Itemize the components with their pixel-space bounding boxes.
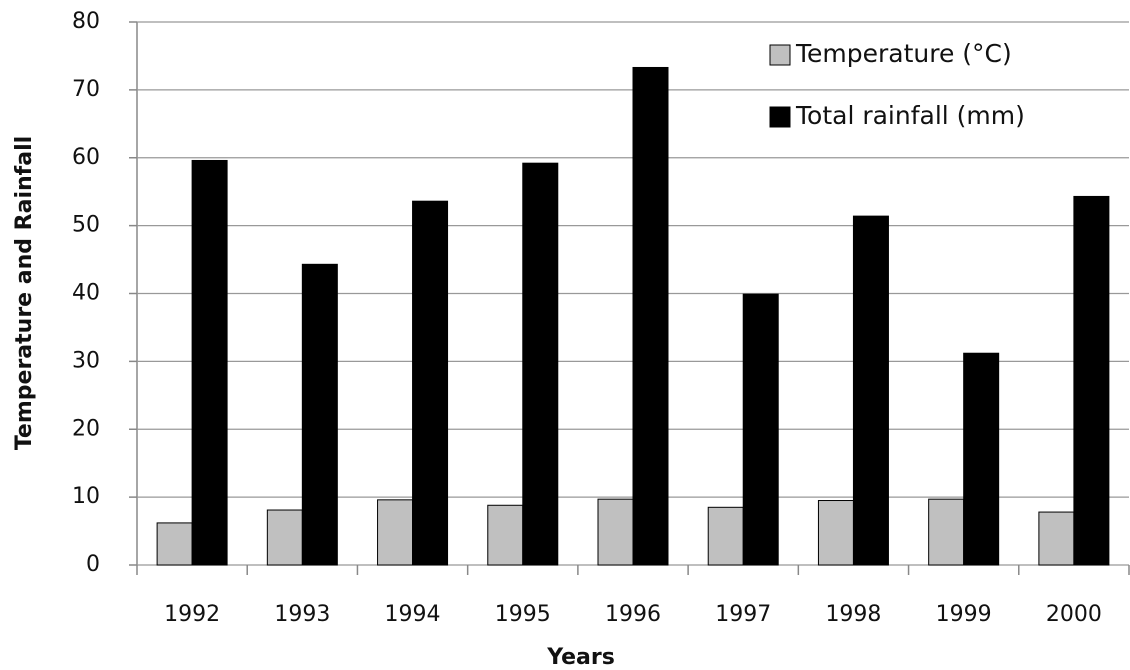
bar	[632, 66, 669, 566]
bar	[707, 506, 744, 566]
x-tick-label: 1993	[274, 602, 330, 627]
bar	[301, 263, 338, 566]
bar	[852, 215, 889, 566]
y-tick-label: 60	[72, 145, 100, 170]
bar	[266, 509, 303, 566]
y-tick-label: 80	[72, 9, 100, 34]
y-tick-label: 70	[72, 77, 100, 102]
x-tick-label: 1995	[495, 602, 551, 627]
bar	[963, 352, 1000, 566]
y-axis-title: Temperature and Rainfall	[12, 136, 37, 450]
bar	[1073, 195, 1110, 566]
y-tick-label: 30	[72, 348, 100, 373]
bar	[377, 499, 414, 566]
bar	[597, 498, 634, 566]
bar	[742, 293, 779, 566]
bar	[1038, 511, 1075, 566]
y-tick-label: 10	[72, 484, 100, 509]
x-tick-label: 1994	[385, 602, 441, 627]
bar	[487, 504, 524, 566]
y-tick-label: 20	[72, 416, 100, 441]
x-tick-label: 1997	[715, 602, 771, 627]
legend-label: Total rainfall (mm)	[795, 101, 1025, 130]
bar	[412, 200, 449, 566]
y-tick-label: 0	[86, 552, 100, 577]
y-tick-label: 40	[72, 281, 100, 306]
y-tick-label: 50	[72, 213, 100, 238]
x-tick-label: 2000	[1046, 602, 1102, 627]
bar	[191, 159, 228, 566]
x-tick-label: 1992	[164, 602, 220, 627]
x-axis-title: Years	[546, 645, 615, 670]
bar	[156, 522, 193, 566]
legend-swatch	[769, 106, 791, 128]
legend-label: Temperature (°C)	[795, 39, 1012, 68]
x-tick-label: 1998	[825, 602, 881, 627]
x-tick-label: 1999	[936, 602, 992, 627]
x-tick-label: 1996	[605, 602, 661, 627]
legend-swatch	[769, 44, 791, 66]
bar	[928, 498, 965, 566]
bar	[817, 500, 854, 566]
bar	[522, 162, 559, 566]
